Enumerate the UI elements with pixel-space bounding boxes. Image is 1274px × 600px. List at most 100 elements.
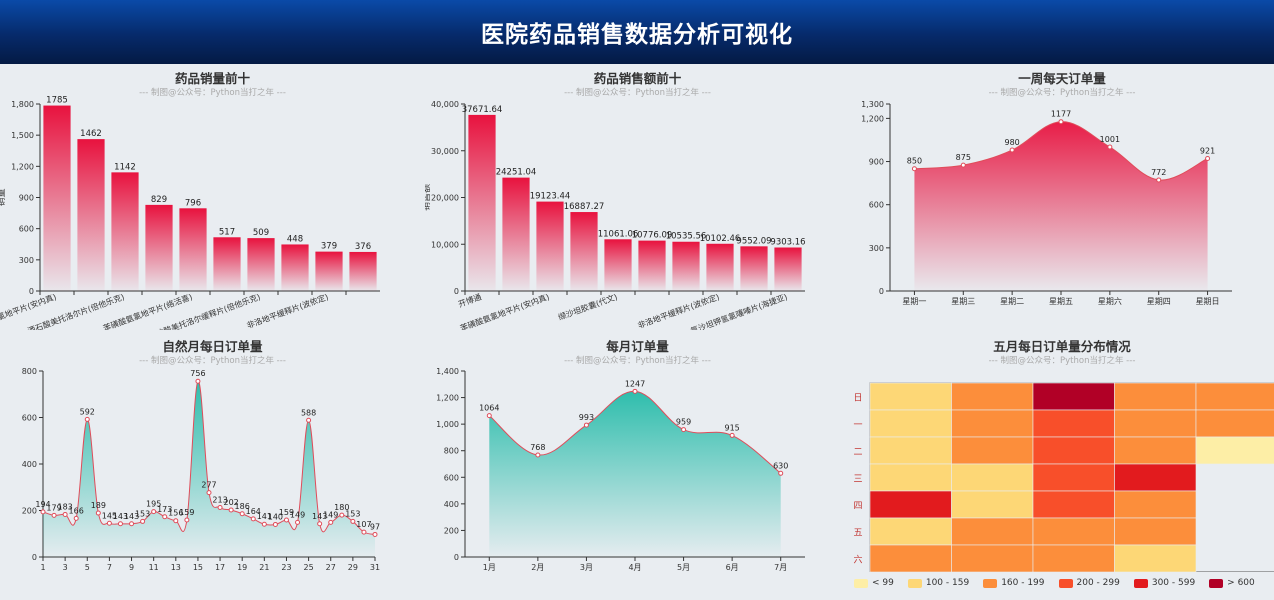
chart-title: 药品销售额前十 <box>593 71 682 86</box>
y-tick-label: 1,500 <box>11 131 34 140</box>
y-tick-label: 300 <box>869 244 884 253</box>
heatmap-cell <box>1032 436 1115 465</box>
data-label: 186 <box>235 502 250 511</box>
heatmap-cell <box>1195 436 1274 465</box>
data-label: 195 <box>146 500 161 509</box>
data-label: 1247 <box>625 379 645 388</box>
series-area <box>489 391 781 557</box>
data-label: 875 <box>956 153 971 162</box>
data-point <box>1205 156 1211 162</box>
data-label: 993 <box>579 413 594 422</box>
bar-data-label: 19123.44 <box>530 192 571 202</box>
bar-data-label: 16887.27 <box>564 202 605 212</box>
data-point <box>306 417 312 423</box>
legend-item[interactable]: < 99 <box>854 578 894 588</box>
data-point <box>911 166 917 172</box>
y-tick-label: 0 <box>879 287 884 296</box>
chart-subtitle: --- 制图@公众号：Python当打之年 --- <box>139 356 286 366</box>
series-line <box>42 380 376 535</box>
data-label: 145 <box>102 511 117 520</box>
legend-item[interactable]: 100 - 159 <box>907 578 969 588</box>
chart-subtitle: --- 制图@公众号：Python当打之年 --- <box>988 88 1136 98</box>
x-tick-label: 25 <box>304 563 314 572</box>
data-label: 194 <box>35 500 50 509</box>
bar-data-label: 1142 <box>114 162 136 172</box>
data-point <box>295 519 301 525</box>
data-point <box>84 416 90 422</box>
bar <box>43 105 71 291</box>
chart-title: 一周每天订单量 <box>1018 71 1106 86</box>
x-tick-label: 9 <box>129 563 134 572</box>
heatmap-cell <box>869 463 952 492</box>
data-label: 143 <box>312 512 327 521</box>
data-label: 921 <box>1200 147 1215 156</box>
y-tick-label: 400 <box>444 500 459 509</box>
heatmap-cell <box>951 382 1034 411</box>
series-area <box>914 121 1208 291</box>
heatmap-cell <box>1195 382 1274 411</box>
bar <box>740 246 768 291</box>
data-point <box>129 521 135 527</box>
bar <box>145 204 173 291</box>
heatmap-cell <box>1032 544 1115 572</box>
y-tick-label: 20,000 <box>431 194 459 203</box>
x-tick-label: 11 <box>149 563 159 572</box>
chart-weekday: 一周每天订单量 --- 制图@公众号：Python当打之年 --- 0 300 60… <box>850 68 1274 330</box>
data-label: 173 <box>157 505 172 514</box>
data-label: 768 <box>530 443 545 452</box>
y-tick-label: 800 <box>444 447 459 456</box>
bar <box>604 239 632 291</box>
data-label: 189 <box>91 501 106 510</box>
heatmap-cell <box>1114 517 1197 546</box>
data-label: 143 <box>113 512 128 521</box>
legend-label: 300 - 599 <box>1151 578 1196 588</box>
data-point <box>1058 119 1064 125</box>
y-tick-label: 0 <box>29 287 34 296</box>
y-tick-label: 1,800 <box>11 100 34 109</box>
bar-data-label: 10535.56 <box>666 232 707 242</box>
chart-subtitle: --- 制图@公众号：Python当打之年 --- <box>564 88 711 98</box>
x-tick-label: 星期一 <box>902 297 926 306</box>
legend-item[interactable]: 160 - 199 <box>983 578 1045 588</box>
y-tick-label: 600 <box>22 414 37 423</box>
data-label: 592 <box>80 407 95 416</box>
heatmap-row-label: 六 <box>853 554 862 566</box>
legend-swatch <box>1209 578 1224 588</box>
data-label: 772 <box>1151 168 1166 177</box>
legend-item[interactable]: > 600 <box>1209 578 1255 588</box>
y-tick-label: 300 <box>19 256 34 265</box>
heatmap-cell <box>1032 382 1115 411</box>
heatmap-cell <box>869 409 952 438</box>
legend-item[interactable]: 200 - 299 <box>1058 578 1120 588</box>
data-point <box>151 509 157 515</box>
data-point <box>228 507 234 513</box>
bar <box>179 208 207 291</box>
heatmap-cell <box>1195 409 1274 438</box>
bar <box>570 212 598 291</box>
bar-data-label: 1785 <box>46 96 68 106</box>
heatmap-cell <box>869 544 952 572</box>
legend-label: 200 - 299 <box>1076 578 1120 588</box>
x-tick-label: 4月 <box>628 563 641 572</box>
heatmap-cell <box>869 517 952 546</box>
legend-item[interactable]: 300 - 599 <box>1133 578 1196 588</box>
x-tick-label: 5月 <box>677 563 690 572</box>
area-chart-svg: 0 300 600 900 1,200 1,300 850 875 980 1177 1001 772… <box>861 100 1232 306</box>
chart-top-qty: 药品销量前十 --- 制图@公众号：Python当打之年 --- 0 300 600… <box>0 68 425 330</box>
x-tick-label: 5 <box>85 563 90 572</box>
data-label: 959 <box>676 418 691 427</box>
data-label: 140 <box>268 512 283 521</box>
x-tick-label: 星期五 <box>1049 297 1073 306</box>
data-label: 159 <box>279 508 294 517</box>
y-axis-label: 销售额 <box>425 184 432 211</box>
x-tick-label: 星期四 <box>1147 297 1171 306</box>
y-tick-label: 1,300 <box>861 100 884 109</box>
bar <box>502 177 530 291</box>
data-label: 850 <box>907 157 922 166</box>
heatmap-cell <box>951 517 1034 546</box>
data-point <box>778 470 784 476</box>
bar-data-label: 376 <box>355 242 371 252</box>
bar-data-label: 517 <box>219 227 235 237</box>
y-tick-label: 900 <box>869 158 884 167</box>
data-point <box>960 162 966 168</box>
